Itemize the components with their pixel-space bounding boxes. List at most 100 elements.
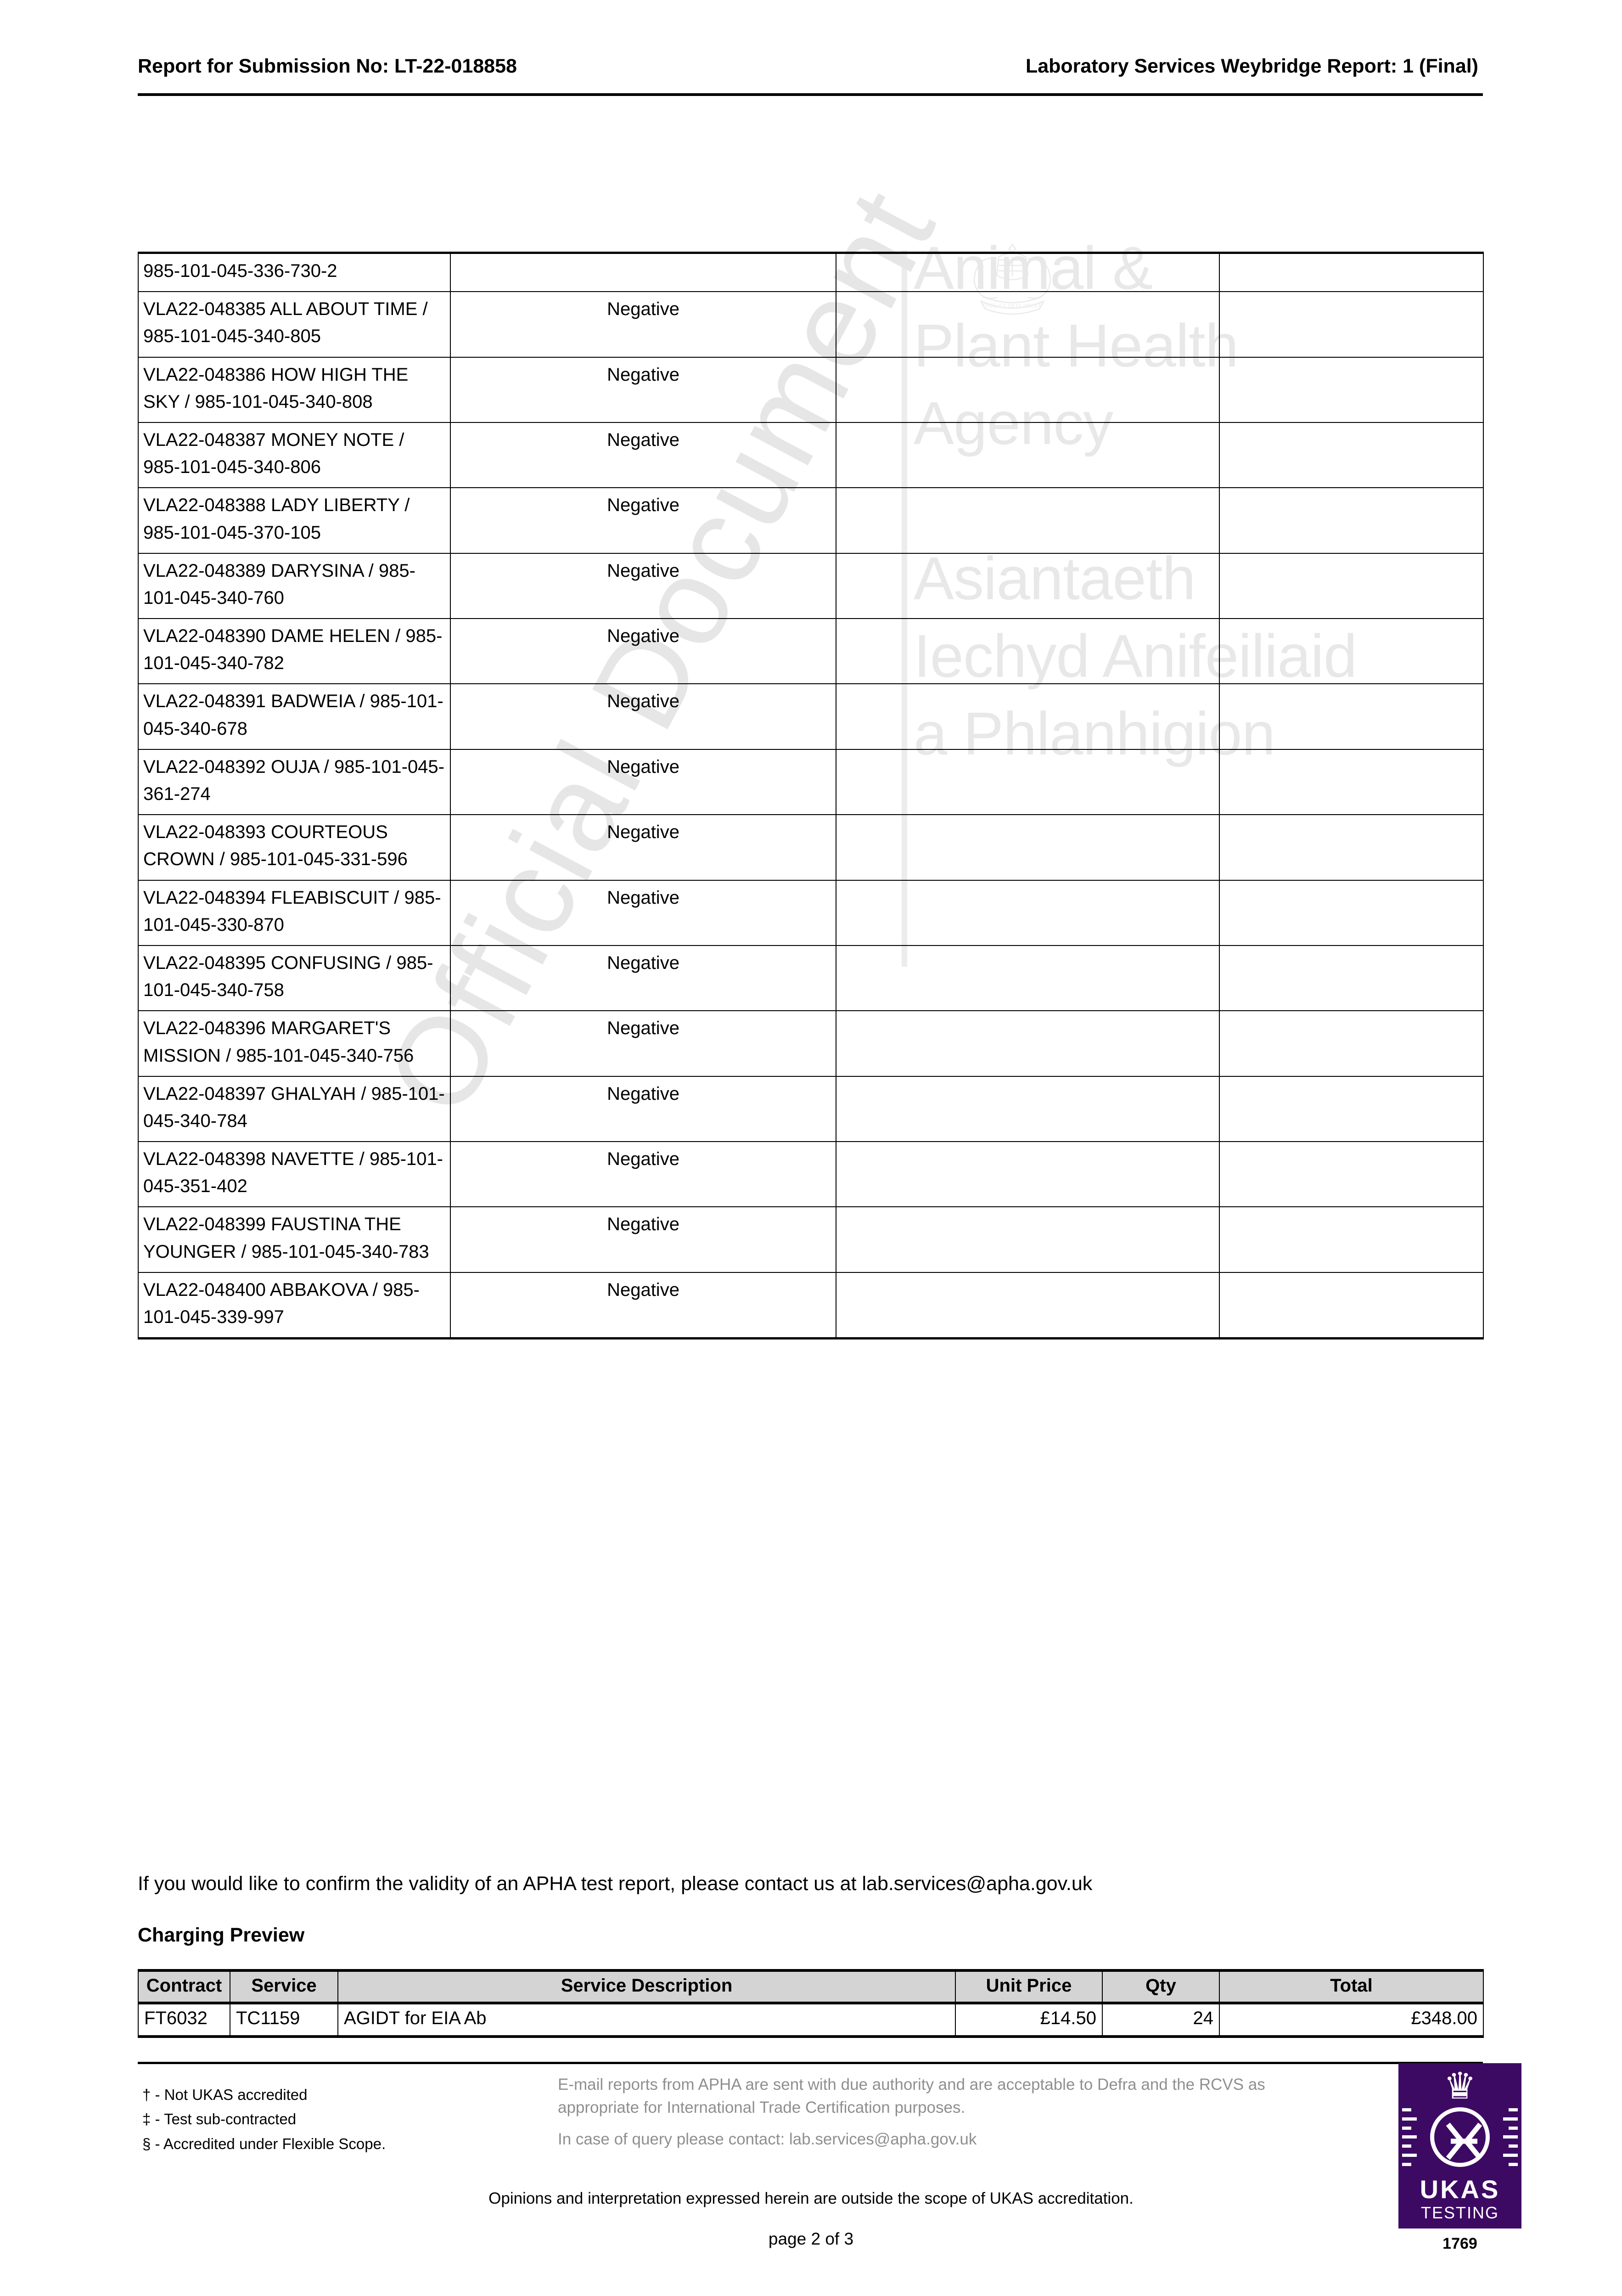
test-result-cell: Negative [450,487,836,554]
sample-id-cell: 985-101-045-336-730-2 [138,252,451,293]
table-row: VLA22-048395 CONFUSING / 985-101-045-340… [138,945,1484,1012]
blank-cell [1219,683,1484,750]
charging-table-body: FT6032 TC1159 AGIDT for EIA Ab £14.50 24 £348… [138,2003,1484,2038]
blank-cell [836,291,1220,358]
blank-cell [836,1010,1220,1077]
column-header-total: Total [1219,1969,1484,2004]
blank-cell [836,1206,1220,1273]
query-contact-paragraph: In case of query please contact: lab.ser… [558,2130,977,2149]
sample-id-cell: VLA22-048385 ALL ABOUT TIME / 985-101-04… [138,291,451,358]
column-header-service-description: Service Description [337,1969,956,2004]
ukas-accreditation-number: 1769 [1442,2235,1477,2252]
results-table: 985-101-045-336-730-2 VLA22-048385 ALL A… [138,252,1484,1340]
charging-row: FT6032 TC1159 AGIDT for EIA Ab £14.50 24 £348… [138,2003,1484,2038]
table-row: VLA22-048390 DAME HELEN / 985-101-045-34… [138,618,1484,685]
document-header: Report for Submission No: LT-22-018858 L… [138,55,1483,96]
test-result-cell: Negative [450,683,836,750]
qty-cell: 24 [1102,2003,1220,2038]
blank-cell [836,422,1220,489]
test-result-cell: Negative [450,1141,836,1208]
ukas-logo-box: ♛ UKAS TESTING [1398,2063,1521,2228]
test-result-cell: Negative [450,1075,836,1142]
sample-id-cell: VLA22-048389 DARYSINA / 985-101-045-340-… [138,552,451,619]
table-row: VLA22-048393 COURTEOUS CROWN / 985-101-0… [138,814,1484,881]
sample-id-cell: VLA22-048391 BADWEIA / 985-101-045-340-6… [138,683,451,750]
blank-cell [836,552,1220,619]
blank-cell [1219,945,1484,1012]
table-row: VLA22-048387 MONEY NOTE / 985-101-045-34… [138,422,1484,489]
blank-cell [836,879,1220,946]
blank-cell [836,945,1220,1012]
blank-cell [836,683,1220,750]
test-result-cell: Negative [450,618,836,685]
column-header-qty: Qty [1102,1969,1220,2004]
test-result-cell: Negative [450,1010,836,1077]
blank-cell [1219,1010,1484,1077]
sample-id-cell: VLA22-048400 ABBAKOVA / 985-101-045-339-… [138,1272,451,1340]
table-row: VLA22-048389 DARYSINA / 985-101-045-340-… [138,552,1484,619]
column-header-unit-price: Unit Price [955,1969,1103,2004]
table-row: VLA22-048385 ALL ABOUT TIME / 985-101-04… [138,291,1484,358]
sample-id-cell: VLA22-048388 LADY LIBERTY / 985-101-045-… [138,487,451,554]
blank-cell [1219,1141,1484,1208]
unit-price-cell: £14.50 [955,2003,1103,2038]
blank-cell [1219,487,1484,554]
ukas-name-text: UKAS [1420,2175,1500,2204]
blank-cell [836,1141,1220,1208]
sample-id-cell: VLA22-048396 MARGARET'S MISSION / 985-10… [138,1010,451,1077]
ukas-emblem-icon [1430,2107,1490,2167]
table-row: VLA22-048388 LADY LIBERTY / 985-101-045-… [138,487,1484,554]
test-result-cell: Negative [450,291,836,358]
sample-id-cell: VLA22-048387 MONEY NOTE / 985-101-045-34… [138,422,451,489]
blank-cell [836,487,1220,554]
email-authority-paragraph: E-mail reports from APHA are sent with d… [558,2076,1265,2116]
table-row: VLA22-048391 BADWEIA / 985-101-045-340-6… [138,683,1484,750]
service-description-cell: AGIDT for EIA Ab [337,2003,956,2038]
sample-id-cell: VLA22-048397 GHALYAH / 985-101-045-340-7… [138,1075,451,1142]
test-result-cell: Negative [450,1206,836,1273]
test-result-cell: Negative [450,748,836,816]
blank-cell [1219,879,1484,946]
blank-cell [1219,814,1484,881]
blank-cell [1219,422,1484,489]
footnote-not-ukas-accredited: † - Not UKAS accredited [142,2086,308,2103]
table-row: VLA22-048399 FAUSTINA THE YOUNGER / 985-… [138,1206,1484,1273]
blank-cell [1219,1272,1484,1340]
sample-id-cell: VLA22-048392 OUJA / 985-101-045-361-274 [138,748,451,816]
test-result-cell: Negative [450,552,836,619]
sample-id-cell: VLA22-048395 CONFUSING / 985-101-045-340… [138,945,451,1012]
ukas-testing-text: TESTING [1420,2203,1499,2222]
ukas-left-ticks-icon [1402,2108,1420,2166]
blank-cell [836,618,1220,685]
table-row: VLA22-048394 FLEABISCUIT / 985-101-045-3… [138,879,1484,946]
test-result-cell [450,252,836,293]
service-cell: TC1159 [230,2003,338,2038]
table-row: VLA22-048398 NAVETTE / 985-101-045-351-4… [138,1141,1484,1208]
blank-cell [1219,356,1484,423]
test-result-cell: Negative [450,422,836,489]
blank-cell [1219,748,1484,816]
validity-note: If you would like to confirm the validit… [138,1873,1093,1895]
test-result-cell: Negative [450,945,836,1012]
blank-cell [836,252,1220,293]
sample-id-cell: VLA22-048393 COURTEOUS CROWN / 985-101-0… [138,814,451,881]
table-row: VLA22-048386 HOW HIGH THE SKY / 985-101-… [138,356,1484,423]
test-result-cell: Negative [450,814,836,881]
table-row: 985-101-045-336-730-2 [138,252,1484,293]
charging-preview-table: Contract Service Service Description Uni… [138,1969,1484,2038]
blank-cell [1219,252,1484,293]
table-row: VLA22-048396 MARGARET'S MISSION / 985-10… [138,1010,1484,1077]
total-cell: £348.00 [1219,2003,1484,2038]
table-row: VLA22-048397 GHALYAH / 985-101-045-340-7… [138,1075,1484,1142]
test-result-cell: Negative [450,1272,836,1340]
blank-cell [836,1075,1220,1142]
page-number: page 2 of 3 [768,2229,854,2248]
table-row: VLA22-048392 OUJA / 985-101-045-361-274 N… [138,748,1484,816]
crown-icon: ♛ [1443,2065,1476,2106]
blank-cell [1219,1206,1484,1273]
table-row: VLA22-048400 ABBAKOVA / 985-101-045-339-… [138,1272,1484,1340]
sample-id-cell: VLA22-048394 FLEABISCUIT / 985-101-045-3… [138,879,451,946]
submission-number-label: Report for Submission No: LT-22-018858 [138,55,517,77]
header-rule [138,93,1483,96]
